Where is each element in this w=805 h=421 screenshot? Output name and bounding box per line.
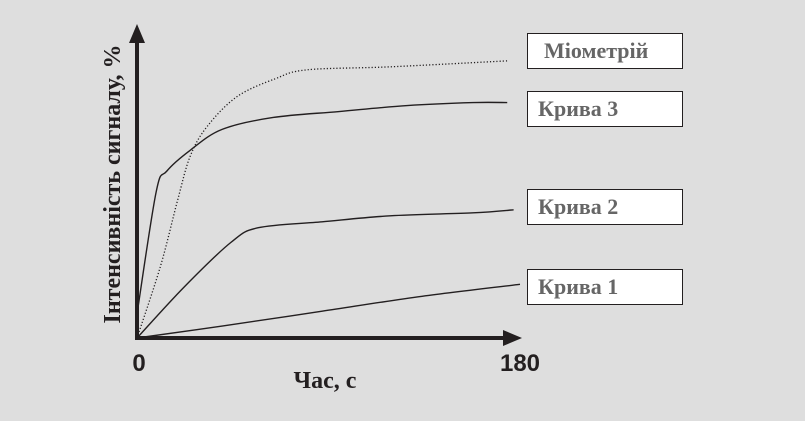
x-axis-arrow-icon [503,330,522,346]
series-line-1 [136,60,508,339]
legend-label: Міометрій [544,38,649,63]
legend-curve-3: Крива 3 [527,91,683,127]
legend-curve-1: Крива 1 [527,269,683,305]
series-line-2 [136,101,508,315]
x-tick-0: 0 [132,350,145,377]
legend-curve-2: Крива 2 [527,189,683,225]
legend-label: Крива 2 [538,194,619,219]
y-axis-arrow-icon [129,24,145,43]
series-line-4 [136,283,521,339]
y-axis-label: Інтенсивність сигналу, % [100,45,126,324]
x-tick-180: 180 [500,350,540,377]
legend-myometrium: Міометрій [527,33,683,69]
legend-label: Крива 3 [538,96,619,121]
legend-label: Крива 1 [538,274,619,299]
series-line-3 [136,209,514,339]
x-axis-label: Час, с [294,368,357,394]
